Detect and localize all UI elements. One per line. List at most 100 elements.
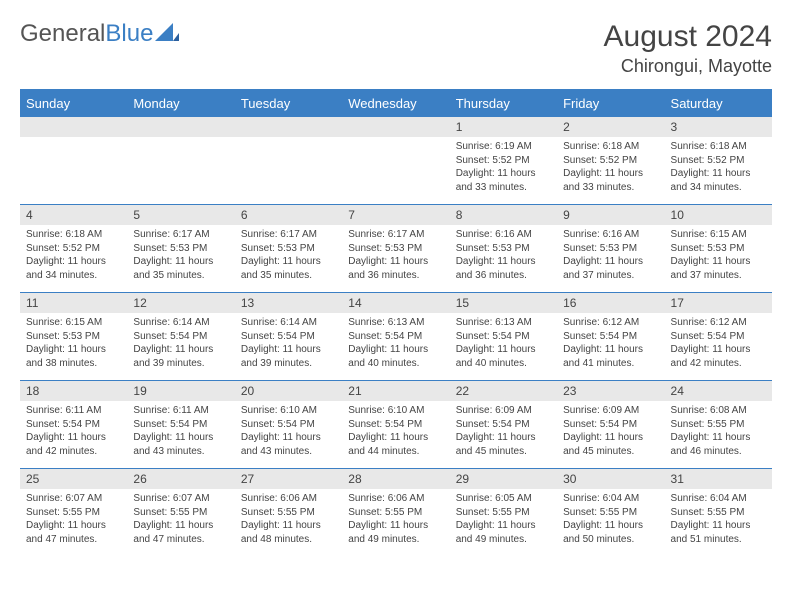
day-number: 26 (127, 469, 234, 489)
day-content: Sunrise: 6:16 AMSunset: 5:53 PMDaylight:… (450, 225, 557, 292)
day-number: 22 (450, 381, 557, 401)
sunrise-text: Sunrise: 6:14 AM (133, 316, 228, 330)
day-header: Friday (557, 90, 664, 117)
day-number: 15 (450, 293, 557, 313)
calendar-table: SundayMondayTuesdayWednesdayThursdayFrid… (20, 89, 772, 556)
day-header: Wednesday (342, 90, 449, 117)
sunset-text: Sunset: 5:54 PM (133, 330, 228, 344)
day-header: Monday (127, 90, 234, 117)
daylight-text: Daylight: 11 hours and 46 minutes. (671, 431, 766, 458)
sunset-text: Sunset: 5:54 PM (241, 330, 336, 344)
sunset-text: Sunset: 5:54 PM (563, 330, 658, 344)
daylight-text: Daylight: 11 hours and 40 minutes. (456, 343, 551, 370)
day-cell (235, 117, 342, 205)
day-number: 25 (20, 469, 127, 489)
day-content: Sunrise: 6:18 AMSunset: 5:52 PMDaylight:… (665, 137, 772, 204)
sunrise-text: Sunrise: 6:11 AM (26, 404, 121, 418)
day-number-empty (342, 117, 449, 137)
sunrise-text: Sunrise: 6:04 AM (563, 492, 658, 506)
sunset-text: Sunset: 5:55 PM (671, 506, 766, 520)
day-cell: 14Sunrise: 6:13 AMSunset: 5:54 PMDayligh… (342, 293, 449, 381)
sunrise-text: Sunrise: 6:16 AM (456, 228, 551, 242)
sunset-text: Sunset: 5:53 PM (133, 242, 228, 256)
day-number: 2 (557, 117, 664, 137)
day-content: Sunrise: 6:11 AMSunset: 5:54 PMDaylight:… (20, 401, 127, 468)
daylight-text: Daylight: 11 hours and 41 minutes. (563, 343, 658, 370)
daylight-text: Daylight: 11 hours and 38 minutes. (26, 343, 121, 370)
sunrise-text: Sunrise: 6:17 AM (241, 228, 336, 242)
sunrise-text: Sunrise: 6:07 AM (26, 492, 121, 506)
sunrise-text: Sunrise: 6:17 AM (348, 228, 443, 242)
daylight-text: Daylight: 11 hours and 43 minutes. (133, 431, 228, 458)
day-number: 13 (235, 293, 342, 313)
day-cell: 20Sunrise: 6:10 AMSunset: 5:54 PMDayligh… (235, 381, 342, 469)
logo: GeneralBlue (20, 20, 179, 48)
sunrise-text: Sunrise: 6:10 AM (241, 404, 336, 418)
sunrise-text: Sunrise: 6:14 AM (241, 316, 336, 330)
day-content: Sunrise: 6:14 AMSunset: 5:54 PMDaylight:… (127, 313, 234, 380)
day-cell: 31Sunrise: 6:04 AMSunset: 5:55 PMDayligh… (665, 469, 772, 557)
day-cell (20, 117, 127, 205)
month-title: August 2024 (604, 20, 772, 54)
day-content: Sunrise: 6:17 AMSunset: 5:53 PMDaylight:… (342, 225, 449, 292)
day-header: Saturday (665, 90, 772, 117)
daylight-text: Daylight: 11 hours and 48 minutes. (241, 519, 336, 546)
day-content: Sunrise: 6:17 AMSunset: 5:53 PMDaylight:… (235, 225, 342, 292)
day-content: Sunrise: 6:18 AMSunset: 5:52 PMDaylight:… (20, 225, 127, 292)
day-content: Sunrise: 6:18 AMSunset: 5:52 PMDaylight:… (557, 137, 664, 204)
day-number: 4 (20, 205, 127, 225)
sunset-text: Sunset: 5:54 PM (348, 418, 443, 432)
day-number: 8 (450, 205, 557, 225)
sunset-text: Sunset: 5:53 PM (456, 242, 551, 256)
day-cell: 9Sunrise: 6:16 AMSunset: 5:53 PMDaylight… (557, 205, 664, 293)
day-number: 31 (665, 469, 772, 489)
week-row: 11Sunrise: 6:15 AMSunset: 5:53 PMDayligh… (20, 293, 772, 381)
day-cell: 4Sunrise: 6:18 AMSunset: 5:52 PMDaylight… (20, 205, 127, 293)
daylight-text: Daylight: 11 hours and 43 minutes. (241, 431, 336, 458)
sunrise-text: Sunrise: 6:12 AM (563, 316, 658, 330)
sunset-text: Sunset: 5:55 PM (26, 506, 121, 520)
sunset-text: Sunset: 5:55 PM (348, 506, 443, 520)
day-number: 29 (450, 469, 557, 489)
day-content: Sunrise: 6:12 AMSunset: 5:54 PMDaylight:… (557, 313, 664, 380)
daylight-text: Daylight: 11 hours and 35 minutes. (133, 255, 228, 282)
sunrise-text: Sunrise: 6:08 AM (671, 404, 766, 418)
day-cell: 29Sunrise: 6:05 AMSunset: 5:55 PMDayligh… (450, 469, 557, 557)
sunset-text: Sunset: 5:55 PM (456, 506, 551, 520)
daylight-text: Daylight: 11 hours and 36 minutes. (456, 255, 551, 282)
day-number: 23 (557, 381, 664, 401)
day-number: 14 (342, 293, 449, 313)
week-row: 4Sunrise: 6:18 AMSunset: 5:52 PMDaylight… (20, 205, 772, 293)
day-content: Sunrise: 6:10 AMSunset: 5:54 PMDaylight:… (235, 401, 342, 468)
day-number: 16 (557, 293, 664, 313)
day-cell: 1Sunrise: 6:19 AMSunset: 5:52 PMDaylight… (450, 117, 557, 205)
sunset-text: Sunset: 5:52 PM (26, 242, 121, 256)
sunrise-text: Sunrise: 6:09 AM (563, 404, 658, 418)
day-content: Sunrise: 6:09 AMSunset: 5:54 PMDaylight:… (557, 401, 664, 468)
sunrise-text: Sunrise: 6:04 AM (671, 492, 766, 506)
daylight-text: Daylight: 11 hours and 39 minutes. (133, 343, 228, 370)
day-content: Sunrise: 6:13 AMSunset: 5:54 PMDaylight:… (450, 313, 557, 380)
day-content: Sunrise: 6:09 AMSunset: 5:54 PMDaylight:… (450, 401, 557, 468)
daylight-text: Daylight: 11 hours and 39 minutes. (241, 343, 336, 370)
day-content: Sunrise: 6:12 AMSunset: 5:54 PMDaylight:… (665, 313, 772, 380)
day-number: 27 (235, 469, 342, 489)
sunset-text: Sunset: 5:54 PM (348, 330, 443, 344)
logo-triangle-icon (155, 20, 179, 48)
daylight-text: Daylight: 11 hours and 42 minutes. (26, 431, 121, 458)
sunrise-text: Sunrise: 6:17 AM (133, 228, 228, 242)
sunrise-text: Sunrise: 6:06 AM (241, 492, 336, 506)
day-content: Sunrise: 6:13 AMSunset: 5:54 PMDaylight:… (342, 313, 449, 380)
day-content: Sunrise: 6:15 AMSunset: 5:53 PMDaylight:… (665, 225, 772, 292)
header: GeneralBlue August 2024 Chirongui, Mayot… (20, 20, 772, 77)
day-content: Sunrise: 6:07 AMSunset: 5:55 PMDaylight:… (20, 489, 127, 556)
day-cell: 18Sunrise: 6:11 AMSunset: 5:54 PMDayligh… (20, 381, 127, 469)
sunrise-text: Sunrise: 6:10 AM (348, 404, 443, 418)
daylight-text: Daylight: 11 hours and 45 minutes. (563, 431, 658, 458)
sunset-text: Sunset: 5:55 PM (133, 506, 228, 520)
sunrise-text: Sunrise: 6:16 AM (563, 228, 658, 242)
sunset-text: Sunset: 5:55 PM (671, 418, 766, 432)
day-cell: 17Sunrise: 6:12 AMSunset: 5:54 PMDayligh… (665, 293, 772, 381)
day-number: 28 (342, 469, 449, 489)
day-number-empty (235, 117, 342, 137)
